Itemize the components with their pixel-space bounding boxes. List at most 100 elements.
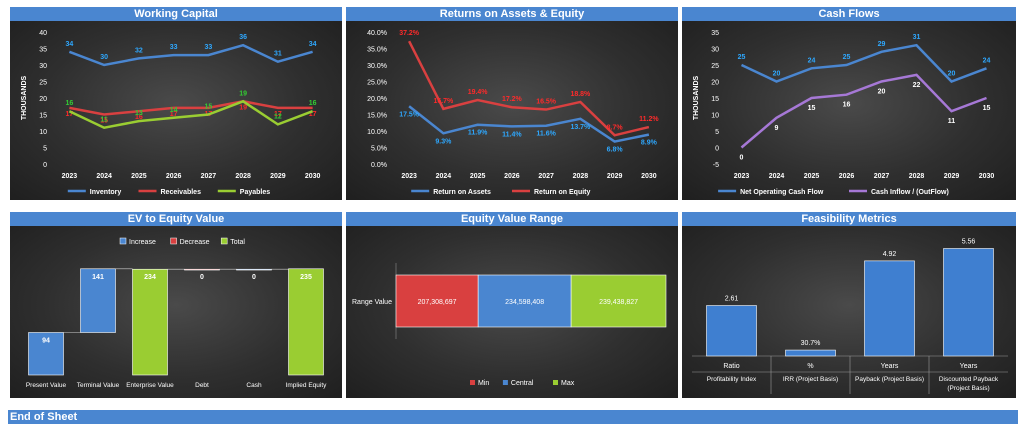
data-label: 14: [170, 107, 178, 114]
y-tick-label: 25: [39, 80, 47, 87]
legend-swatch: [470, 380, 475, 385]
chart-title: Cash Flows: [682, 7, 1016, 21]
data-label: 11.9%: [468, 130, 488, 137]
y-tick-label: 15.0%: [367, 113, 387, 120]
data-label: 0: [200, 274, 204, 281]
y-tick-label: 30: [39, 63, 47, 70]
y-tick-label: 20: [39, 96, 47, 103]
unit-label: Years: [881, 363, 899, 370]
x-tick-label: 2024: [436, 173, 452, 180]
x-tick-label: (Project Basis): [947, 385, 989, 392]
chart-title: Working Capital: [10, 7, 342, 21]
x-tick-label: Terminal Value: [77, 382, 120, 389]
series-line-receivables: [69, 100, 313, 116]
series-line-cash-inflow-outflow-: [740, 73, 987, 149]
legend-swatch: [502, 380, 508, 385]
data-label: 17.2%: [502, 96, 523, 103]
y-tick-label: 0: [43, 162, 47, 169]
data-label: 25: [738, 54, 746, 61]
y-tick-label: 0: [715, 146, 719, 153]
legend-label: Central: [511, 380, 534, 387]
x-tick-label: 2023: [62, 173, 78, 180]
chart-title: EV to Equity Value: [10, 212, 342, 226]
data-label: 11.4%: [502, 131, 522, 138]
data-label: 15: [983, 105, 991, 112]
series-line-return-on-assets: [408, 105, 650, 143]
x-tick-label: 2027: [874, 173, 890, 180]
end-of-sheet-bar: End of Sheet: [8, 410, 1018, 424]
x-tick-label: 2027: [201, 173, 217, 180]
y-tick-label: 20: [711, 80, 719, 87]
x-tick-label: 2030: [979, 173, 995, 180]
data-label: 2.61: [725, 296, 739, 303]
series-line-return-on-equity: [408, 40, 650, 137]
chart-title: Feasibility Metrics: [682, 212, 1016, 226]
y-tick-label: 5: [43, 146, 47, 153]
x-tick-label: 2025: [804, 173, 820, 180]
data-label: 11.2%: [639, 116, 659, 123]
chart-title: Equity Value Range: [346, 212, 678, 226]
data-label: 17: [170, 111, 178, 118]
legend-swatch: [220, 237, 228, 245]
x-tick-label: 2030: [305, 173, 321, 180]
data-label: 13.7%: [570, 124, 591, 131]
data-label: 25: [843, 54, 851, 61]
metric-bar-discounted-payback-project-basis-: [943, 248, 994, 357]
y-tick-label: 35.0%: [367, 47, 387, 54]
x-tick-label: 2025: [131, 173, 147, 180]
x-tick-label: Enterprise Value: [126, 382, 174, 389]
data-label: 34: [309, 41, 317, 48]
x-tick-label: 2026: [504, 173, 520, 180]
x-tick-label: 2023: [401, 173, 417, 180]
legend-label: Min: [478, 380, 489, 387]
feasibility-panel: Feasibility Metrics 2.61 Ratio Profitabili…: [682, 212, 1016, 398]
x-tick-label: 2029: [270, 173, 286, 180]
x-tick-label: 2028: [573, 173, 589, 180]
waterfall-bar-enterprise-value: [132, 268, 168, 376]
series-line-payables: [68, 99, 314, 130]
data-label: 11: [100, 117, 108, 124]
legend-label: Total: [230, 239, 245, 246]
y-axis-label: THOUSANDS: [21, 76, 28, 121]
legend-label: Decrease: [180, 239, 210, 246]
data-label: 207,308,697: [418, 299, 457, 306]
data-label: 17: [274, 111, 282, 118]
data-label: 15: [808, 105, 816, 112]
data-label: 15: [204, 104, 212, 111]
data-label: 141: [92, 274, 104, 281]
y-tick-label: -5: [713, 162, 719, 169]
ev-panel: EV to Equity Value Increase Decrease Total…: [10, 212, 342, 398]
data-label: 239,438,827: [599, 299, 638, 306]
legend-label: Inventory: [90, 189, 122, 196]
y-tick-label: 25.0%: [367, 80, 387, 87]
y-tick-label: 30: [711, 47, 719, 54]
range-segment-central: [477, 274, 572, 328]
ev-chart: Increase Decrease Total 94 Present Value 141 T…: [26, 237, 327, 389]
legend-label: Max: [561, 380, 575, 387]
data-label: 33: [170, 44, 178, 51]
x-tick-label: 2029: [607, 173, 623, 180]
x-tick-label: 2025: [470, 173, 486, 180]
data-label: 33: [204, 44, 212, 51]
y-tick-label: 30.0%: [367, 63, 387, 70]
data-label: 37.2%: [399, 30, 420, 37]
x-tick-label: Payback (Project Basis): [855, 376, 924, 383]
y-tick-label: 0.0%: [371, 162, 387, 169]
data-label: 11: [948, 118, 956, 125]
data-label: 6.8%: [607, 147, 624, 154]
unit-label: Years: [960, 363, 978, 370]
data-label: 30: [100, 54, 108, 61]
legend-swatch: [170, 237, 177, 245]
y-tick-label: 35: [39, 47, 47, 54]
y-tick-label: 15: [39, 113, 47, 120]
chart-title: Returns on Assets & Equity: [346, 7, 678, 21]
data-label: 8.9%: [641, 140, 658, 147]
data-label: 34: [65, 41, 73, 48]
y-tick-label: 20.0%: [367, 96, 387, 103]
data-label: 30.7%: [801, 340, 821, 347]
y-tick-label: 5: [715, 129, 719, 136]
y-tick-label: 15: [711, 96, 719, 103]
returns-chart: 0.0% 5.0% 10.0% 15.0% 20.0% 25.0% 30.0% 35.0% 40…: [367, 30, 659, 196]
data-label: 12: [274, 113, 282, 120]
